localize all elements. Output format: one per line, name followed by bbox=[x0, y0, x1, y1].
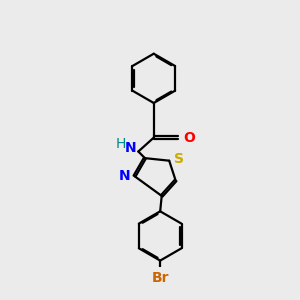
Text: Br: Br bbox=[152, 271, 169, 285]
Text: O: O bbox=[183, 130, 195, 145]
Text: H: H bbox=[116, 137, 126, 151]
Text: N: N bbox=[125, 141, 136, 155]
Text: N: N bbox=[119, 169, 130, 183]
Text: S: S bbox=[174, 152, 184, 166]
